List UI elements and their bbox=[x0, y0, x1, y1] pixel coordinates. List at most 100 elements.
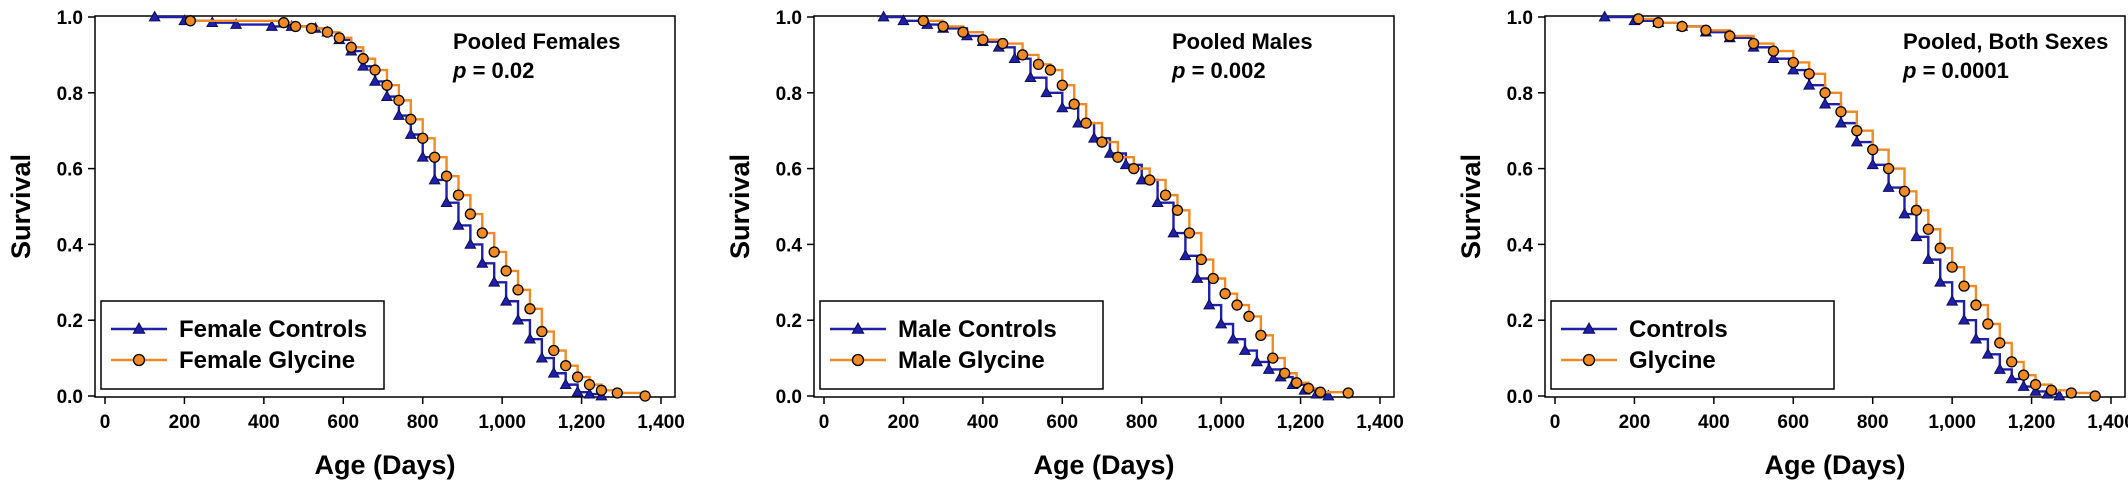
data-point bbox=[2005, 372, 2018, 384]
data-point bbox=[1302, 382, 1315, 395]
y-axis-title: Survival bbox=[6, 154, 36, 259]
x-tick-label: 200 bbox=[1619, 412, 1651, 433]
data-point bbox=[1767, 52, 1780, 64]
y-tick-label: 1.0 bbox=[57, 8, 83, 29]
data-point bbox=[897, 14, 910, 26]
x-tick-label: 1,200 bbox=[1277, 412, 1325, 433]
data-point bbox=[2006, 356, 2018, 368]
data-point bbox=[440, 170, 453, 182]
data-point bbox=[1238, 343, 1252, 355]
x-tick-label: 400 bbox=[967, 412, 999, 433]
y-tick-label: 0.0 bbox=[1507, 387, 1533, 408]
data-point bbox=[1969, 332, 1983, 344]
data-point bbox=[1866, 158, 1879, 170]
data-point bbox=[1159, 189, 1172, 201]
y-tick-label: 0.4 bbox=[776, 235, 803, 256]
x-axis-title: Age (Days) bbox=[314, 450, 455, 480]
data-point bbox=[1898, 185, 1911, 197]
data-point bbox=[877, 10, 890, 22]
y-tick-label: 0.0 bbox=[776, 387, 802, 408]
data-point bbox=[452, 218, 465, 230]
y-tick-label: 0.0 bbox=[57, 387, 83, 408]
data-point bbox=[523, 332, 537, 344]
data-point bbox=[1119, 158, 1132, 170]
data-point bbox=[1096, 136, 1108, 148]
legend: Male Controls Male Glycine bbox=[819, 300, 1104, 390]
data-point bbox=[524, 303, 536, 315]
p-symbol: p bbox=[1171, 58, 1185, 83]
data-point bbox=[1290, 377, 1303, 389]
data-point bbox=[1652, 17, 1664, 29]
data-point bbox=[1747, 37, 1760, 50]
data-point bbox=[2045, 384, 2058, 396]
plot-frame bbox=[813, 15, 1395, 398]
data-point bbox=[1910, 230, 1923, 242]
legend-item: Glycine bbox=[1561, 347, 1716, 374]
legend-label: Glycine bbox=[1629, 347, 1716, 374]
data-point bbox=[1994, 337, 2006, 349]
annotation-p-value: p = 0.02 bbox=[452, 58, 534, 83]
x-tick-label: 1,400 bbox=[637, 412, 685, 433]
data-point bbox=[1957, 313, 1971, 325]
data-point bbox=[1087, 131, 1101, 143]
data-point bbox=[1103, 146, 1117, 158]
y-tick-label: 0.6 bbox=[57, 160, 83, 181]
x-tick-label: 600 bbox=[1777, 412, 1809, 433]
data-point bbox=[1632, 13, 1645, 25]
series-male-controls bbox=[877, 10, 1335, 401]
data-point bbox=[1598, 10, 1611, 22]
x-tick-label: 200 bbox=[888, 412, 920, 433]
chart-panel-1: 0.0 0.2 0.4 0.6 0.8 1.0 0 200 400 600 800 1,000 1,20… bbox=[6, 8, 685, 480]
legend: Female Controls Female Glycine bbox=[100, 300, 385, 390]
series-glycine bbox=[1632, 13, 2101, 402]
data-point bbox=[392, 109, 405, 120]
legend: Controls Glycine bbox=[1550, 300, 1835, 390]
data-point bbox=[464, 237, 477, 249]
data-point bbox=[1922, 223, 1934, 235]
legend-label: Male Glycine bbox=[898, 347, 1045, 374]
data-point bbox=[1144, 174, 1156, 186]
p-symbol: p bbox=[452, 58, 466, 83]
x-tick-label: 800 bbox=[1126, 412, 1158, 433]
data-point bbox=[1803, 68, 1815, 80]
x-tick-label: 800 bbox=[1857, 412, 1889, 433]
data-point bbox=[1167, 226, 1180, 238]
x-tick-label: 1,200 bbox=[2008, 412, 2056, 433]
y-tick-label: 0.8 bbox=[776, 84, 802, 105]
annotation-p-value: p = 0.002 bbox=[1171, 58, 1266, 83]
data-point bbox=[1851, 125, 1863, 137]
data-point bbox=[440, 196, 453, 208]
data-point bbox=[1250, 355, 1263, 367]
data-point bbox=[1219, 288, 1231, 300]
data-point bbox=[369, 64, 381, 76]
data-point bbox=[1056, 101, 1069, 113]
data-point bbox=[1044, 64, 1057, 76]
data-point bbox=[1934, 242, 1946, 254]
legend-item: Controls bbox=[1561, 316, 1728, 343]
series-male-glycine bbox=[917, 15, 1354, 399]
data-point bbox=[1032, 58, 1045, 71]
plot-frame bbox=[1544, 15, 2126, 398]
y-tick-label: 0.2 bbox=[776, 311, 802, 332]
data-point bbox=[1803, 78, 1816, 90]
data-point bbox=[1835, 106, 1847, 118]
data-point bbox=[1982, 318, 1994, 330]
x-tick-label: 1,000 bbox=[478, 412, 526, 433]
legend-triangle-marker bbox=[851, 321, 865, 334]
data-point bbox=[512, 284, 524, 296]
y-tick-label: 0.2 bbox=[57, 311, 83, 332]
data-point bbox=[1970, 299, 1982, 311]
data-point bbox=[611, 387, 623, 399]
data-point bbox=[1080, 117, 1092, 129]
data-point bbox=[1215, 317, 1228, 329]
annotation-p-value: p = 0.0001 bbox=[1902, 58, 2009, 83]
data-point bbox=[1700, 24, 1712, 36]
x-tick-label: 1,400 bbox=[2087, 412, 2128, 433]
data-point bbox=[1882, 162, 1895, 175]
legend-item: Female Controls bbox=[111, 316, 367, 343]
data-point bbox=[488, 275, 501, 287]
data-point bbox=[1226, 332, 1240, 344]
data-point bbox=[1068, 98, 1080, 110]
data-point bbox=[1262, 362, 1275, 374]
data-point bbox=[571, 371, 584, 383]
